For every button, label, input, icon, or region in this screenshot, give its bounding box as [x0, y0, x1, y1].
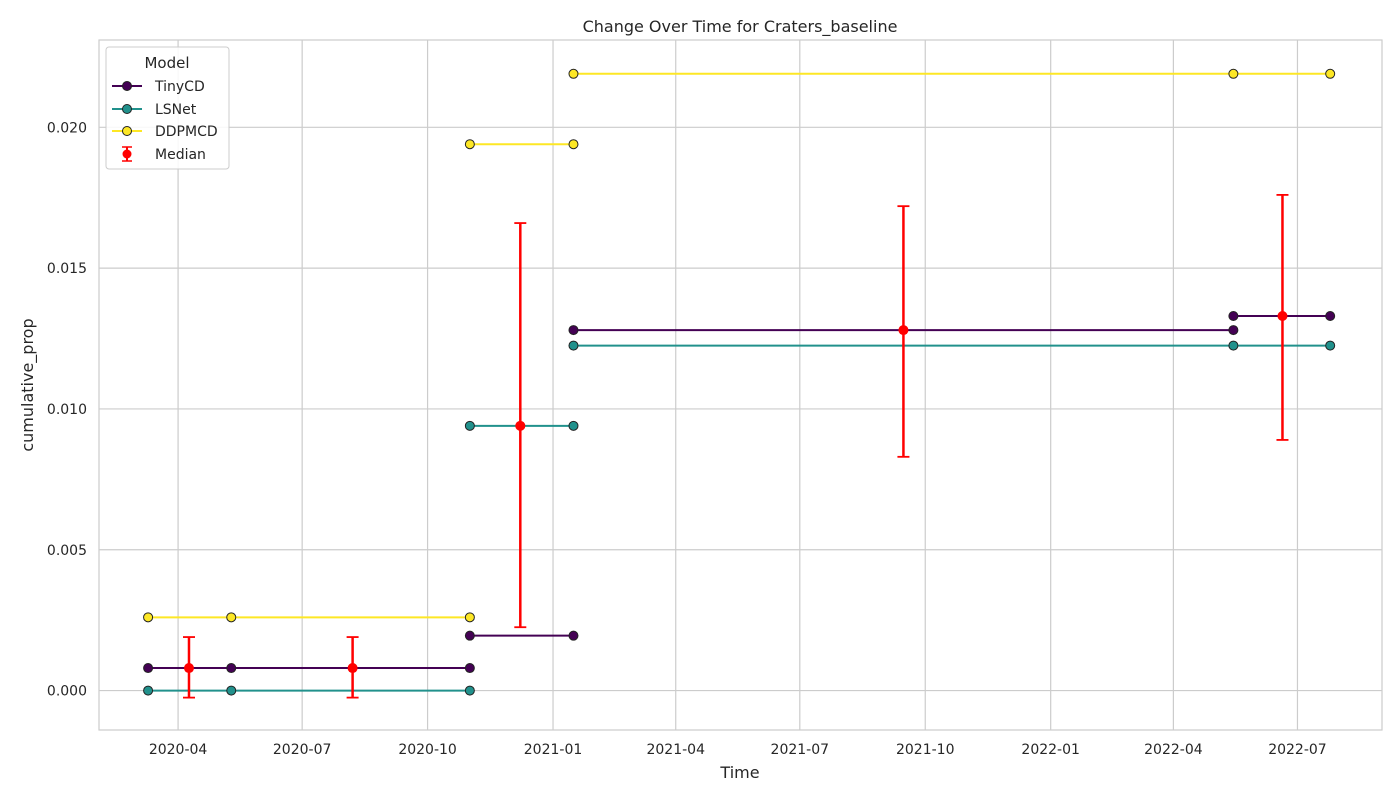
series-ddpmcd-point [1325, 68, 1336, 79]
x-tick-label: 2022-01 [1021, 742, 1080, 758]
series-tinycd-point [1325, 311, 1336, 321]
x-tick-label: 2021-10 [896, 742, 955, 758]
x-axis-label: Time [719, 763, 759, 782]
series-lsnet-point [568, 420, 579, 431]
series-tinycd-point [568, 325, 579, 336]
series-ddpmcd-point [1228, 68, 1239, 79]
series-ddpmcd-point [568, 68, 579, 79]
series-ddpmcd-point [143, 612, 154, 623]
y-tick-label: 0.020 [47, 120, 87, 136]
series-tinycd-point [1228, 311, 1239, 321]
series-lsnet-point [1325, 340, 1336, 351]
series-tinycd-point [568, 630, 579, 641]
x-tick-label: 2020-04 [149, 742, 208, 758]
median-point [183, 663, 194, 674]
series-tinycd-point [226, 663, 237, 674]
series-lsnet-point [143, 685, 154, 696]
series-lsnet-point [568, 340, 579, 351]
ticks: 2020-04 2020-07 2020-10 2021-01 2021-04 2021-… [47, 120, 1327, 758]
x-tick-label: 2021-07 [771, 742, 830, 758]
series-lsnet-point [1228, 340, 1239, 351]
legend-lsnet-marker [122, 104, 132, 114]
x-tick-label: 2020-10 [398, 742, 457, 758]
legend-median-label: Median [155, 147, 206, 163]
legend-median-marker [122, 149, 132, 159]
legend-box [105, 46, 230, 170]
plot-area [98, 39, 1383, 731]
x-tick-label: 2021-01 [524, 742, 583, 758]
median-layer [182, 193, 1289, 699]
chart-title: Change Over Time for Craters_baseline [583, 17, 898, 37]
series-ddpmcd-point [464, 139, 475, 150]
legend-title: Model [144, 54, 189, 72]
legend-ddpmcd-label: DDPMCD [155, 124, 218, 140]
x-tick-label: 2022-04 [1144, 742, 1203, 758]
median-point [898, 325, 909, 336]
series-lsnet-point [464, 420, 475, 431]
legend: Model TinyCD LSNet DDPMCD Median [105, 46, 230, 170]
median-point [347, 663, 358, 674]
y-tick-label: 0.005 [47, 543, 87, 559]
median-point [515, 420, 526, 431]
y-tick-label: 0.015 [47, 261, 87, 277]
series-lsnet-point [464, 685, 475, 696]
y-axis-label: cumulative_prop [18, 318, 38, 451]
x-tick-label: 2020-07 [273, 742, 332, 758]
series-tinycd-point [464, 663, 475, 674]
y-tick-label: 0.000 [47, 684, 87, 700]
median-point [1277, 311, 1288, 321]
series-tinycd-point [1228, 325, 1239, 336]
legend-lsnet-label: LSNet [155, 102, 197, 118]
series-tinycd-point [143, 663, 154, 674]
legend-tinycd-marker [122, 81, 132, 91]
legend-tinycd-label: TinyCD [154, 79, 205, 95]
series-ddpmcd-point [226, 612, 237, 623]
series-lsnet-point [226, 685, 237, 696]
legend-ddpmcd-marker [122, 126, 132, 136]
x-tick-label: 2021-04 [646, 742, 705, 758]
x-tick-label: 2022-07 [1268, 742, 1327, 758]
series-ddpmcd-point [464, 612, 475, 623]
y-tick-label: 0.010 [47, 402, 87, 418]
series-tinycd-point [464, 630, 475, 641]
series-ddpmcd-point [568, 139, 579, 150]
